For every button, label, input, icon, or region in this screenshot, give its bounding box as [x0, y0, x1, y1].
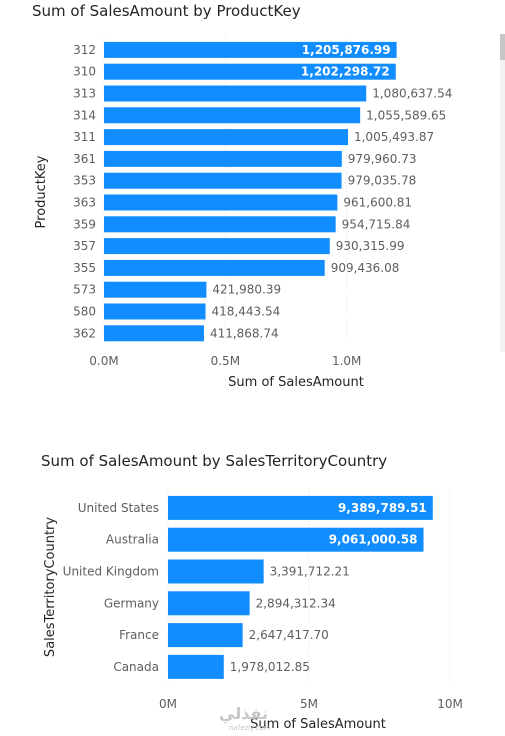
product-category-label: 359 [73, 217, 96, 231]
product-bar[interactable] [104, 281, 207, 298]
product-category-label: 580 [73, 305, 96, 319]
country-bar[interactable] [168, 591, 250, 616]
product-category-label: 312 [73, 43, 96, 57]
product-category-label: 361 [73, 152, 96, 166]
product-chart-title: Sum of SalesAmount by ProductKey [32, 2, 301, 20]
product-x-axis-title: Sum of SalesAmount [228, 375, 364, 390]
country-category-label: United States [78, 501, 159, 515]
country-x-tick-label: 5M [300, 697, 318, 711]
product-value-label: 421,980.39 [212, 283, 281, 297]
country-chart-panel[interactable]: Sum of SalesAmount by SalesTerritoryCoun… [0, 446, 505, 736]
product-value-label: 1,080,637.54 [372, 87, 452, 101]
product-bar[interactable] [104, 150, 342, 167]
country-value-label: 2,647,417.70 [249, 628, 329, 642]
product-category-label: 357 [73, 239, 96, 253]
country-value-label: 2,894,312.34 [256, 596, 336, 610]
product-value-label: 909,436.08 [331, 261, 400, 275]
product-value-label: 954,715.84 [342, 217, 411, 231]
product-value-label: 961,600.81 [343, 196, 412, 210]
product-x-tick-label: 0.5M [211, 354, 240, 368]
product-category-label: 363 [73, 196, 96, 210]
product-chart-panel[interactable]: Sum of SalesAmount by ProductKey 312 1,20… [0, 0, 505, 400]
country-category-label: France [119, 628, 159, 642]
country-category-label: United Kingdom [63, 565, 159, 579]
product-bar[interactable] [104, 172, 342, 189]
product-value-label: 411,868.74 [210, 326, 279, 340]
product-value-label: 1,005,493.87 [354, 130, 434, 144]
product-value-label: 1,055,589.65 [366, 108, 446, 122]
product-bar[interactable] [104, 63, 396, 80]
product-y-axis-title: ProductKey [34, 155, 49, 228]
product-bar[interactable] [104, 194, 338, 211]
country-value-label: 9,389,789.51 [338, 501, 427, 515]
country-category-label: Germany [104, 596, 159, 610]
country-value-label: 3,391,712.21 [270, 565, 350, 579]
product-bar[interactable] [104, 325, 204, 342]
product-bar[interactable] [104, 129, 348, 146]
country-x-tick-label: 0M [159, 697, 177, 711]
country-bar[interactable] [168, 495, 433, 520]
country-category-label: Canada [113, 660, 159, 674]
product-category-label: 573 [73, 283, 96, 297]
product-bar[interactable] [104, 85, 367, 102]
country-chart-title: Sum of SalesAmount by SalesTerritoryCoun… [41, 452, 388, 470]
product-bar[interactable] [104, 107, 361, 124]
product-category-label: 311 [73, 130, 96, 144]
product-value-label: 1,205,876.99 [302, 43, 391, 57]
country-x-tick-label: 10M [437, 697, 463, 711]
country-bar-chart[interactable]: United States 9,389,789.51 Australia 9,061,… [0, 446, 505, 736]
product-category-label: 314 [73, 108, 96, 122]
product-value-label: 1,202,298.72 [301, 65, 390, 79]
watermark-url: nafezly.com [229, 724, 271, 732]
country-value-label: 1,978,012.85 [230, 660, 310, 674]
product-chart-scroll-thumb[interactable] [500, 34, 505, 60]
product-value-label: 930,315.99 [336, 239, 405, 253]
product-category-label: 313 [73, 87, 96, 101]
country-y-axis-title: SalesTerritoryCountry [43, 517, 58, 657]
product-category-label: 362 [73, 326, 96, 340]
country-bar[interactable] [168, 654, 224, 679]
product-x-tick-label: 0.0M [89, 354, 118, 368]
product-category-label: 310 [73, 65, 96, 79]
country-bar[interactable] [168, 623, 243, 648]
product-chart-scrollbar[interactable] [500, 34, 505, 352]
product-value-label: 418,443.54 [212, 305, 281, 319]
product-x-tick-label: 1.0M [332, 354, 361, 368]
product-bar[interactable] [104, 303, 206, 320]
product-bar[interactable] [104, 238, 330, 255]
country-category-label: Australia [106, 533, 159, 547]
product-value-label: 979,960.73 [348, 152, 417, 166]
country-value-label: 9,061,000.58 [329, 533, 418, 547]
product-bar[interactable] [104, 216, 336, 233]
product-bar[interactable] [104, 259, 325, 276]
country-bar[interactable] [168, 527, 424, 552]
product-category-label: 355 [73, 261, 96, 275]
country-x-axis-title: Sum of SalesAmount [250, 717, 386, 732]
watermark-logo: نفذلي [219, 704, 268, 723]
country-bar[interactable] [168, 559, 264, 584]
product-category-label: 353 [73, 174, 96, 188]
product-bar[interactable] [104, 41, 397, 58]
product-value-label: 979,035.78 [348, 174, 417, 188]
product-bar-chart[interactable]: 312 1,205,876.99 310 1,202,298.72 313 1,080,6… [0, 0, 505, 400]
